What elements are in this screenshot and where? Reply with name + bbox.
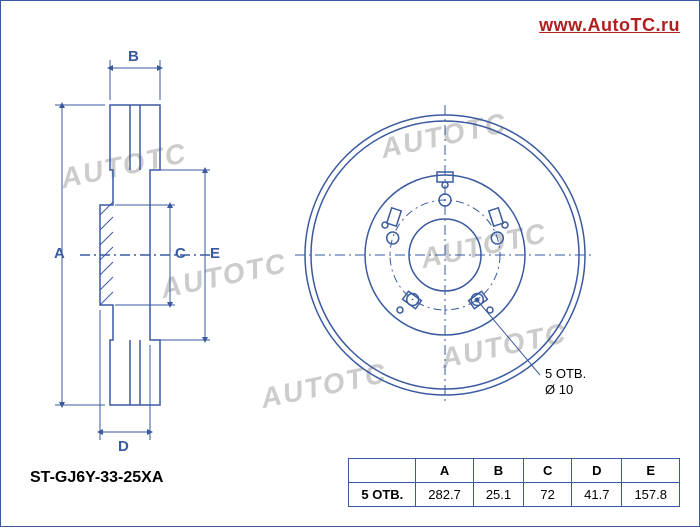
holes-callout-leader [475, 298, 540, 375]
table-col-C: C [524, 459, 572, 483]
front-view [295, 105, 595, 405]
label-A: A [54, 245, 65, 262]
label-D: D [118, 438, 129, 455]
table-val-E: 157.8 [622, 483, 680, 507]
part-number: ST-GJ6Y-33-25XA [30, 469, 163, 487]
diagram-svg: 5 ОТВ. Ø 10 [0, 0, 700, 527]
dimension-table: A B C D E 5 ОТВ. 282.7 25.1 72 41.7 157.… [348, 458, 680, 507]
dim-D [100, 310, 150, 440]
holes-callout-line1: 5 ОТВ. [545, 366, 586, 381]
table-col-B: B [473, 459, 523, 483]
table-val-A: 282.7 [416, 483, 474, 507]
table-val-B: 25.1 [473, 483, 523, 507]
dim-B [110, 60, 160, 100]
table-val-D: 41.7 [572, 483, 622, 507]
table-col-E: E [622, 459, 680, 483]
table-col-D: D [572, 459, 622, 483]
holes-callout-line2: Ø 10 [545, 382, 573, 397]
table-col-A: A [416, 459, 474, 483]
table-row-header: 5 ОТВ. [349, 483, 416, 507]
label-E: E [210, 245, 220, 262]
table-val-C: 72 [524, 483, 572, 507]
table-blank [349, 459, 416, 483]
label-C: C [175, 245, 186, 262]
label-B: B [128, 48, 139, 65]
